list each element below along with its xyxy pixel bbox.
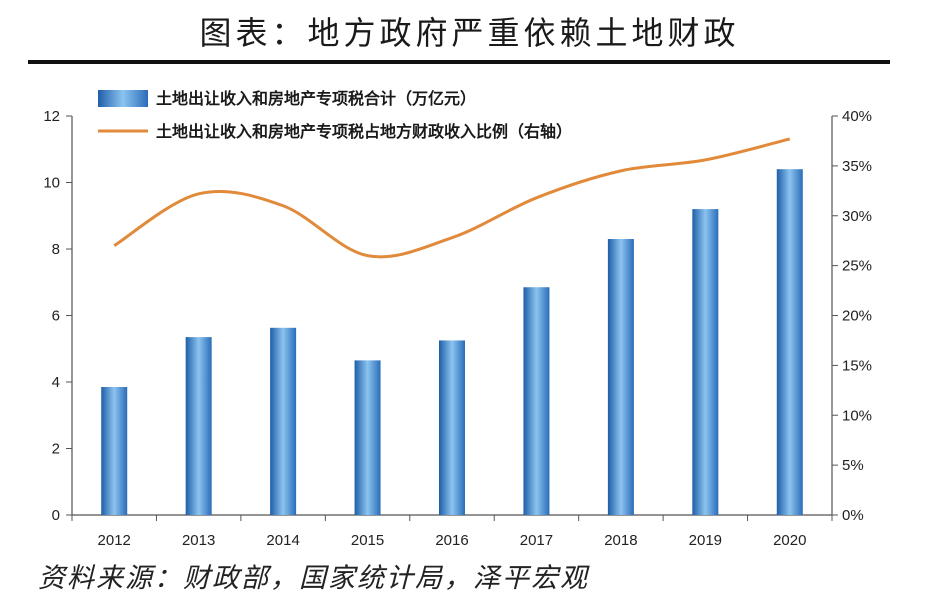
ratio-line [113, 137, 791, 259]
chart-legend: 土地出让收入和房地产专项税合计（万亿元） 土地出让收入和房地产专项税占地方财政收… [98, 89, 572, 141]
right-axis-tick-label: 10% [842, 407, 872, 424]
left-axis-tick-label: 0 [52, 507, 60, 524]
bar [607, 239, 634, 515]
line-series [113, 137, 791, 259]
left-axis-tick-label: 10 [43, 175, 60, 192]
bar [354, 360, 381, 515]
x-axis-tick-label: 2019 [689, 532, 722, 549]
chart-axes: 0 2 4 6 8 10 12 0% 5% 10% 15% 20% 25% 30% 35% 40% 2012 20… [43, 108, 872, 549]
bar [270, 327, 297, 515]
left-axis-tick-label: 4 [52, 374, 60, 391]
title-rule [28, 60, 890, 64]
right-axis-tick-label: 5% [842, 457, 864, 474]
legend-bar-swatch [98, 90, 148, 107]
x-axis-tick-label: 2014 [266, 532, 299, 549]
x-axis-tick-label: 2015 [351, 532, 384, 549]
x-axis-tick-label: 2020 [773, 532, 806, 549]
x-axis-tick-label: 2013 [182, 532, 215, 549]
source-note: 资料来源：财政部，国家统计局，泽平宏观 [38, 563, 589, 594]
x-axis-tick-label: 2018 [604, 532, 637, 549]
bar [101, 386, 128, 515]
right-axis-tick-label: 20% [842, 308, 872, 325]
right-axis-tick-label: 30% [842, 208, 872, 225]
x-axis-tick-label: 2016 [435, 532, 468, 549]
right-axis-tick-label: 35% [842, 158, 872, 175]
bar [692, 209, 719, 515]
right-axis-tick-label: 40% [842, 108, 872, 125]
bar-series [101, 169, 803, 515]
left-axis-tick-label: 12 [43, 108, 60, 125]
bar [185, 337, 212, 515]
right-axis-tick-label: 25% [842, 258, 872, 275]
right-axis-tick-label: 0% [842, 507, 864, 524]
left-axis-tick-label: 2 [52, 441, 60, 458]
page-title: 图表：地方政府严重依赖土地财政 [199, 14, 740, 52]
bar [439, 340, 465, 515]
bar [523, 287, 550, 515]
right-axis-tick-label: 15% [842, 357, 872, 374]
bar [776, 169, 803, 515]
left-axis-tick-label: 8 [52, 241, 60, 258]
x-axis-tick-label: 2012 [98, 532, 131, 549]
legend-bar-label: 土地出让收入和房地产专项税合计（万亿元） [156, 89, 476, 108]
legend-line-label: 土地出让收入和房地产专项税占地方财政收入比例（右轴） [156, 122, 572, 141]
left-axis-tick-label: 6 [52, 308, 60, 325]
x-axis-tick-label: 2017 [520, 532, 553, 549]
